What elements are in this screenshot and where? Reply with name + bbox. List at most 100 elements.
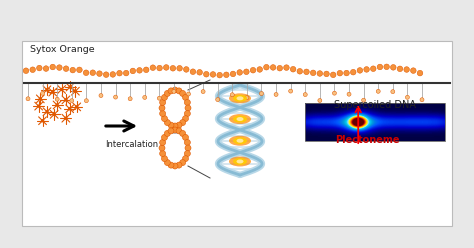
Circle shape bbox=[384, 64, 390, 70]
Circle shape bbox=[376, 89, 380, 93]
Circle shape bbox=[203, 71, 209, 77]
Circle shape bbox=[53, 113, 55, 115]
Ellipse shape bbox=[233, 137, 247, 144]
Circle shape bbox=[310, 70, 316, 76]
Circle shape bbox=[159, 105, 165, 111]
Circle shape bbox=[180, 120, 186, 125]
Circle shape bbox=[103, 72, 109, 77]
Circle shape bbox=[410, 68, 416, 73]
Circle shape bbox=[404, 67, 410, 72]
Circle shape bbox=[168, 88, 174, 94]
Bar bbox=[171, 124, 179, 132]
Circle shape bbox=[162, 94, 167, 100]
Ellipse shape bbox=[233, 95, 247, 102]
Circle shape bbox=[172, 87, 178, 93]
Circle shape bbox=[128, 97, 132, 101]
Circle shape bbox=[330, 72, 336, 78]
Circle shape bbox=[177, 65, 182, 71]
Circle shape bbox=[377, 64, 383, 70]
Circle shape bbox=[257, 67, 263, 72]
Bar bbox=[172, 123, 178, 133]
Circle shape bbox=[190, 69, 196, 74]
Circle shape bbox=[130, 68, 136, 74]
Circle shape bbox=[42, 120, 44, 122]
Circle shape bbox=[180, 130, 186, 136]
Circle shape bbox=[159, 145, 165, 151]
Circle shape bbox=[250, 67, 256, 73]
Circle shape bbox=[160, 99, 165, 105]
Circle shape bbox=[397, 66, 403, 72]
Ellipse shape bbox=[237, 117, 244, 121]
Circle shape bbox=[245, 96, 249, 100]
Circle shape bbox=[303, 93, 307, 96]
Circle shape bbox=[123, 70, 129, 76]
Circle shape bbox=[180, 159, 186, 166]
Circle shape bbox=[76, 106, 78, 108]
Circle shape bbox=[41, 91, 45, 95]
Circle shape bbox=[150, 65, 155, 70]
Circle shape bbox=[180, 91, 186, 96]
Circle shape bbox=[182, 155, 189, 162]
Circle shape bbox=[184, 99, 191, 105]
Circle shape bbox=[290, 66, 296, 72]
Circle shape bbox=[74, 90, 76, 92]
Ellipse shape bbox=[237, 159, 244, 163]
Circle shape bbox=[259, 92, 264, 95]
Bar bbox=[305, 103, 445, 141]
Circle shape bbox=[168, 162, 174, 168]
Circle shape bbox=[90, 70, 96, 75]
Circle shape bbox=[244, 69, 249, 75]
Circle shape bbox=[164, 159, 170, 166]
Circle shape bbox=[26, 97, 30, 101]
Circle shape bbox=[318, 98, 322, 102]
Circle shape bbox=[69, 108, 71, 110]
Circle shape bbox=[168, 128, 174, 134]
Circle shape bbox=[70, 99, 74, 103]
Circle shape bbox=[277, 65, 283, 71]
Circle shape bbox=[264, 64, 269, 70]
Circle shape bbox=[237, 70, 243, 75]
Circle shape bbox=[283, 65, 289, 70]
Circle shape bbox=[55, 97, 59, 101]
Circle shape bbox=[304, 69, 309, 75]
Circle shape bbox=[84, 99, 88, 103]
Circle shape bbox=[216, 97, 220, 102]
Circle shape bbox=[137, 67, 142, 73]
Circle shape bbox=[182, 116, 189, 122]
Circle shape bbox=[337, 70, 343, 76]
Circle shape bbox=[185, 105, 191, 111]
Circle shape bbox=[65, 117, 67, 119]
Circle shape bbox=[183, 67, 189, 72]
Circle shape bbox=[70, 67, 75, 73]
Circle shape bbox=[185, 145, 191, 151]
Circle shape bbox=[56, 104, 58, 106]
Ellipse shape bbox=[229, 93, 251, 103]
Circle shape bbox=[176, 88, 182, 94]
Circle shape bbox=[317, 71, 323, 76]
Circle shape bbox=[347, 92, 351, 96]
Ellipse shape bbox=[229, 156, 251, 166]
Circle shape bbox=[176, 128, 182, 134]
Circle shape bbox=[162, 155, 167, 162]
Circle shape bbox=[114, 95, 118, 99]
Circle shape bbox=[164, 120, 170, 125]
Ellipse shape bbox=[229, 114, 251, 124]
Circle shape bbox=[162, 116, 167, 122]
Circle shape bbox=[110, 72, 116, 77]
Circle shape bbox=[362, 98, 365, 102]
Circle shape bbox=[364, 67, 369, 72]
Circle shape bbox=[23, 68, 29, 73]
Circle shape bbox=[405, 95, 410, 99]
Circle shape bbox=[172, 123, 178, 129]
Circle shape bbox=[210, 72, 216, 77]
Circle shape bbox=[38, 105, 40, 107]
Circle shape bbox=[297, 68, 302, 74]
Circle shape bbox=[324, 71, 329, 77]
Circle shape bbox=[99, 93, 103, 97]
Circle shape bbox=[184, 111, 191, 117]
Circle shape bbox=[182, 94, 189, 100]
Circle shape bbox=[97, 71, 102, 76]
Ellipse shape bbox=[233, 158, 247, 165]
Circle shape bbox=[176, 162, 182, 168]
Circle shape bbox=[420, 98, 424, 102]
